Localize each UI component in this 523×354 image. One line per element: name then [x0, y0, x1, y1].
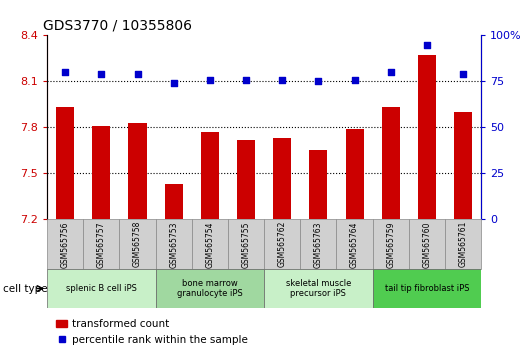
Bar — [165, 184, 183, 219]
Text: GSM565757: GSM565757 — [97, 221, 106, 268]
Text: GSM565763: GSM565763 — [314, 221, 323, 268]
Bar — [264, 269, 372, 308]
Bar — [372, 269, 481, 308]
Bar — [418, 55, 436, 219]
Bar — [382, 108, 400, 219]
Point — [278, 77, 287, 82]
Bar — [156, 269, 264, 308]
Bar — [119, 219, 155, 269]
Bar — [47, 219, 83, 269]
Bar — [237, 140, 255, 219]
Text: GSM565759: GSM565759 — [386, 221, 395, 268]
Bar — [264, 219, 300, 269]
Bar — [336, 219, 372, 269]
Text: GSM565764: GSM565764 — [350, 221, 359, 268]
Text: GSM565761: GSM565761 — [459, 221, 468, 268]
Point — [206, 77, 214, 82]
Text: GSM565760: GSM565760 — [423, 221, 431, 268]
Text: GSM565755: GSM565755 — [242, 221, 251, 268]
Text: GDS3770 / 10355806: GDS3770 / 10355806 — [43, 19, 192, 33]
Bar — [309, 150, 327, 219]
Text: GSM565753: GSM565753 — [169, 221, 178, 268]
Legend: transformed count, percentile rank within the sample: transformed count, percentile rank withi… — [52, 315, 252, 349]
Bar — [409, 219, 445, 269]
Bar — [56, 108, 74, 219]
Text: GSM565754: GSM565754 — [206, 221, 214, 268]
Text: splenic B cell iPS: splenic B cell iPS — [66, 284, 137, 293]
Point — [423, 42, 431, 47]
Point — [459, 71, 467, 77]
Bar — [228, 219, 264, 269]
Text: bone marrow
granulocyte iPS: bone marrow granulocyte iPS — [177, 279, 243, 298]
Bar — [300, 219, 336, 269]
Point — [350, 77, 359, 82]
Bar — [372, 219, 409, 269]
Bar — [445, 219, 481, 269]
Point — [61, 69, 70, 75]
Bar — [201, 132, 219, 219]
Bar — [454, 112, 472, 219]
Bar — [129, 123, 146, 219]
Bar — [83, 219, 119, 269]
Bar — [273, 138, 291, 219]
Bar — [192, 219, 228, 269]
Bar — [47, 269, 156, 308]
Point — [169, 80, 178, 86]
Text: GSM565756: GSM565756 — [61, 221, 70, 268]
Point — [133, 71, 142, 77]
Text: skeletal muscle
precursor iPS: skeletal muscle precursor iPS — [286, 279, 351, 298]
Text: GSM565758: GSM565758 — [133, 221, 142, 268]
Bar — [156, 219, 192, 269]
Bar — [92, 126, 110, 219]
Text: tail tip fibroblast iPS: tail tip fibroblast iPS — [384, 284, 469, 293]
Point — [386, 69, 395, 75]
Text: GSM565762: GSM565762 — [278, 221, 287, 268]
Point — [314, 79, 323, 84]
Point — [242, 77, 250, 82]
Point — [97, 71, 106, 77]
Text: cell type: cell type — [3, 284, 47, 293]
Bar — [346, 129, 363, 219]
